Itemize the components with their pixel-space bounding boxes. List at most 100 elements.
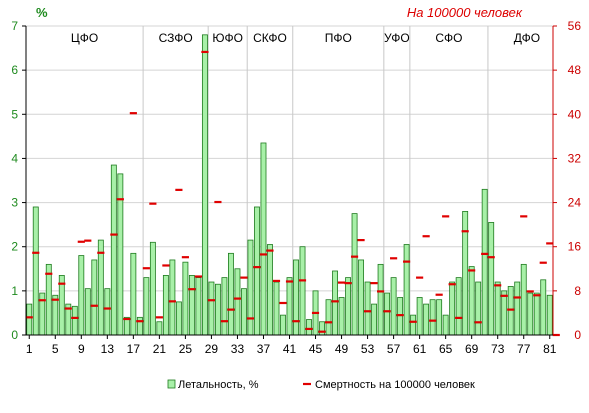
- region-label: ПФО: [325, 31, 352, 45]
- bar: [540, 279, 547, 336]
- bar: [423, 303, 430, 336]
- bar: [97, 239, 104, 336]
- legend-label-bars: Летальность, %: [178, 379, 259, 391]
- bar: [45, 263, 52, 336]
- bar: [332, 270, 338, 336]
- right-tick-label: 0: [574, 328, 581, 342]
- bar: [221, 277, 228, 336]
- left-tick-label: 1: [11, 284, 18, 298]
- bar: [91, 259, 98, 336]
- x-tick-label: 69: [465, 342, 479, 356]
- bar: [162, 275, 169, 336]
- region-label: ДФО: [514, 31, 540, 45]
- left-tick-label: 2: [11, 240, 18, 254]
- bar: [175, 301, 182, 336]
- bar: [286, 277, 293, 336]
- region-label: ЦФО: [71, 31, 98, 45]
- right-tick-label: 40: [568, 107, 582, 121]
- bar: [208, 281, 215, 336]
- x-tick-label: 21: [153, 342, 167, 356]
- bar: [156, 321, 163, 336]
- x-tick-label: 13: [101, 342, 115, 356]
- bar: [455, 277, 462, 336]
- x-tick-label: 17: [127, 342, 141, 356]
- right-tick-label: 32: [568, 151, 582, 165]
- right-tick-label: 8: [574, 284, 581, 298]
- bar: [338, 297, 345, 336]
- bar: [214, 283, 221, 336]
- x-tick-label: 5: [52, 342, 59, 356]
- bar: [377, 263, 384, 336]
- bar: [468, 266, 475, 336]
- bar: [71, 305, 78, 336]
- x-tick-label: 9: [78, 342, 85, 356]
- bar: [104, 288, 111, 336]
- bar: [533, 292, 540, 336]
- bar: [488, 222, 495, 336]
- bar: [241, 288, 247, 336]
- bar: [475, 281, 482, 336]
- right-tick-label: 24: [568, 196, 582, 210]
- region-label: СЗФО: [159, 31, 193, 45]
- x-tick-label: 65: [439, 342, 453, 356]
- left-tick-label: 6: [11, 63, 18, 77]
- x-tick-label: 57: [387, 342, 401, 356]
- x-tick-label: 33: [231, 342, 245, 356]
- bar: [520, 263, 527, 336]
- bar: [319, 321, 325, 336]
- bar: [397, 297, 404, 336]
- x-tick-label: 61: [413, 342, 427, 356]
- bar: [351, 213, 358, 336]
- bar: [306, 319, 312, 336]
- x-tick-label: 53: [361, 342, 375, 356]
- bar: [228, 252, 234, 336]
- left-tick-label: 0: [11, 328, 18, 342]
- bar: [462, 210, 469, 336]
- x-tick-label: 81: [543, 342, 557, 356]
- bar: [442, 314, 449, 336]
- bar: [201, 34, 208, 336]
- x-tick-label: 1: [26, 342, 33, 356]
- bar: [410, 314, 417, 336]
- bar: [130, 252, 137, 336]
- bar: [110, 164, 117, 336]
- bar: [449, 281, 456, 336]
- bar: [26, 303, 33, 336]
- bar: [182, 261, 189, 336]
- x-tick-label: 45: [309, 342, 323, 356]
- bar: [260, 142, 267, 336]
- bar: [299, 246, 306, 336]
- bar: [507, 286, 514, 336]
- bar: [358, 259, 365, 336]
- left-tick-label: 4: [11, 151, 18, 165]
- bar: [501, 290, 508, 336]
- x-tick-label: 25: [179, 342, 193, 356]
- right-tick-label: 48: [568, 63, 582, 77]
- bar: [117, 173, 124, 336]
- bar: [293, 259, 299, 336]
- bar: [143, 277, 150, 336]
- right-tick-label: 56: [568, 19, 582, 33]
- bar: [546, 294, 553, 336]
- bar: [371, 303, 378, 336]
- region-label: СФО: [435, 31, 462, 45]
- bar: [188, 275, 195, 336]
- region-label: ЮФО: [212, 31, 243, 45]
- bar: [78, 255, 85, 336]
- bar: [195, 277, 202, 336]
- bar: [247, 239, 254, 336]
- left-tick-label: 7: [11, 19, 18, 33]
- bar: [32, 206, 39, 336]
- bar: [403, 244, 410, 336]
- x-tick-label: 41: [283, 342, 297, 356]
- bar: [481, 188, 488, 336]
- bar: [149, 241, 156, 336]
- legend-swatch-bars: [167, 379, 176, 389]
- bar: [416, 297, 423, 336]
- x-tick-label: 29: [205, 342, 219, 356]
- bar: [280, 314, 286, 336]
- x-tick-label: 77: [517, 342, 531, 356]
- left-axis-title: %: [36, 5, 48, 20]
- left-tick-label: 3: [11, 196, 18, 210]
